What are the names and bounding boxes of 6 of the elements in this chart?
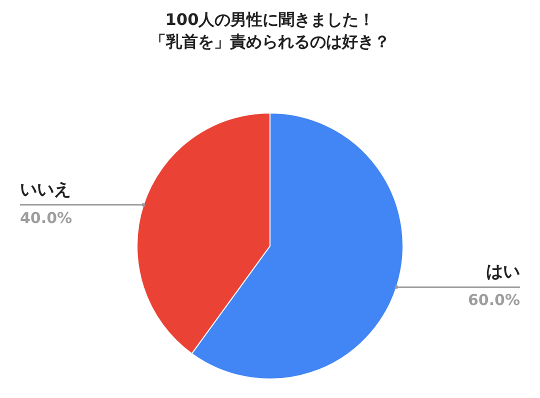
data-label: 40.0%: [20, 208, 72, 227]
data-label: 60.0%: [468, 291, 520, 310]
slice-label: はい: [486, 262, 520, 282]
text: 「乳首を」責められるのは好き？: [150, 32, 390, 51]
slice-label: いいえ: [20, 180, 71, 200]
text: 100人の男性に聞きました！: [165, 10, 375, 29]
